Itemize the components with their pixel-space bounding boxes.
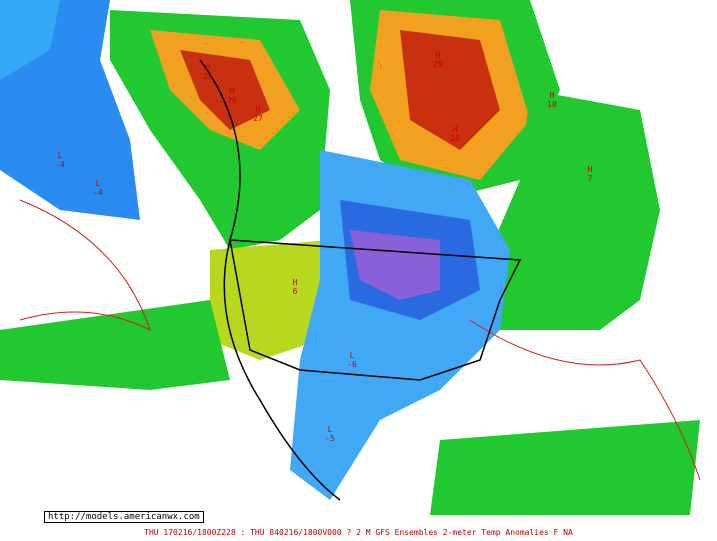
contour xyxy=(19,199,151,331)
marker-value: 26 xyxy=(450,134,460,143)
marker-value: -5 xyxy=(325,434,335,443)
marker-kind: H xyxy=(230,87,235,96)
marker-value: -6 xyxy=(347,360,357,369)
marker-kind: L xyxy=(58,151,63,160)
marker-kind: L xyxy=(350,351,355,360)
marker-value: 26 xyxy=(203,72,213,81)
marker-value: 27 xyxy=(253,114,263,123)
marker-kind: L xyxy=(96,179,101,188)
marker-value: -4 xyxy=(93,188,103,197)
marker-kind: H xyxy=(293,278,298,287)
contour xyxy=(469,319,701,481)
marker-kind: H xyxy=(453,125,458,134)
marker-kind: H xyxy=(550,91,555,100)
anomaly-yellow-west xyxy=(210,240,330,360)
marker-kind: H xyxy=(436,51,441,60)
marker-value: 26 xyxy=(227,96,237,105)
marker-value: 29 xyxy=(433,60,443,69)
marker-kind: H xyxy=(206,63,211,72)
anomaly-green-pacific xyxy=(0,300,230,390)
anomaly-purple-lakes xyxy=(350,230,440,300)
marker-value: 6 xyxy=(293,287,298,296)
marker-kind: H xyxy=(256,105,261,114)
marker-value: 10 xyxy=(547,100,557,109)
source-url: http://models.americanwx.com xyxy=(44,511,204,523)
anomaly-light-blue xyxy=(0,0,60,80)
country-outline xyxy=(229,239,522,381)
caption: THU 170216/1800Z228 : THU 840216/1800V00… xyxy=(144,528,573,537)
marker-value: -4 xyxy=(55,160,65,169)
coastline xyxy=(199,59,341,501)
anomaly-green-caribbean xyxy=(430,420,700,515)
marker-kind: H xyxy=(588,165,593,174)
anomaly-red-greenland xyxy=(400,30,500,150)
marker-kind: L xyxy=(328,425,333,434)
anomaly-green-atlantic xyxy=(490,90,660,330)
marker-value: 7 xyxy=(588,174,593,183)
anomaly-red-alaska xyxy=(180,50,270,130)
